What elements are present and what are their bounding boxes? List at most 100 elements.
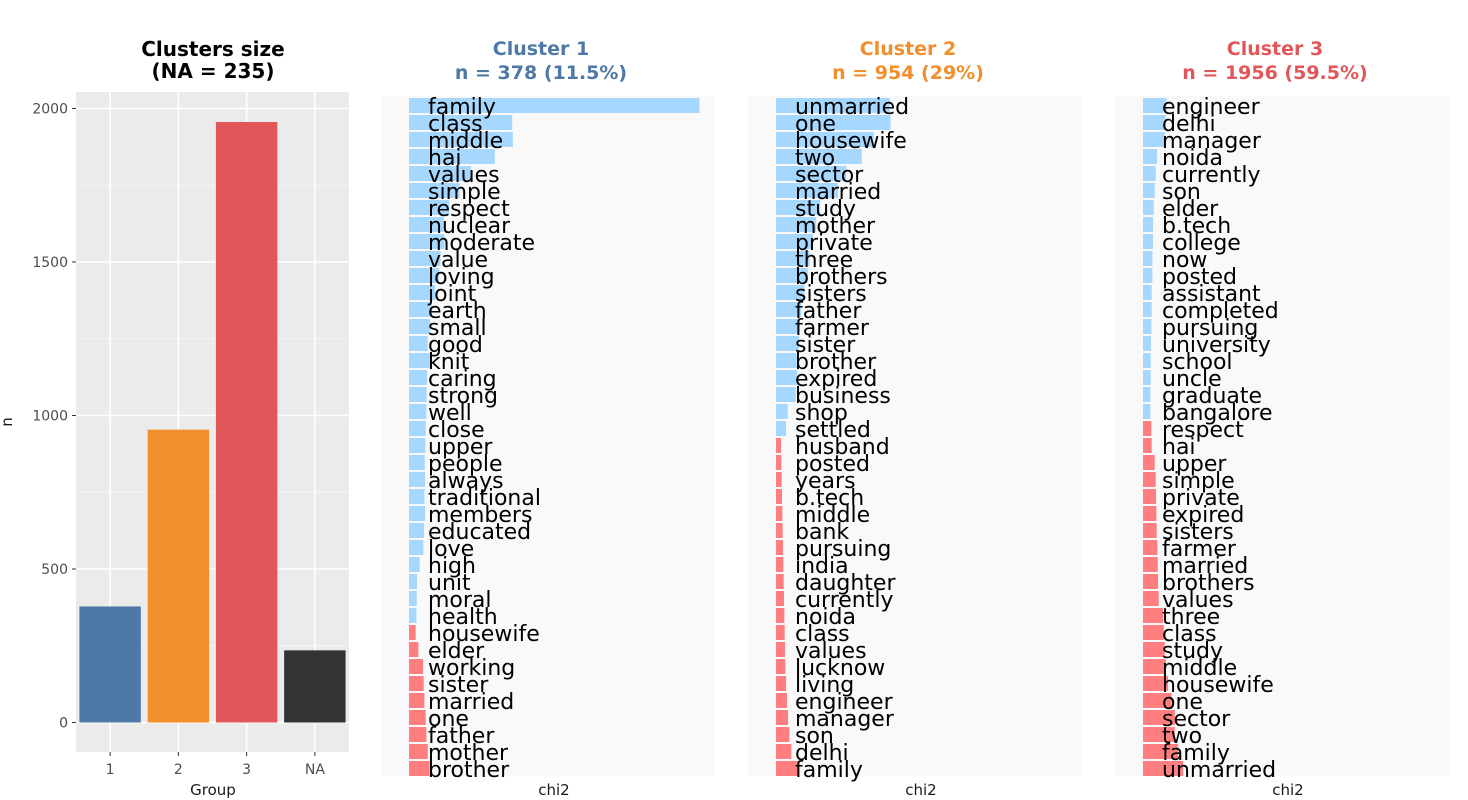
chi2-bar-simple (409, 183, 460, 198)
word-label-college: college (1162, 231, 1241, 256)
word-label-family: family (1162, 741, 1230, 766)
cluster-2-panel: Cluster 2 n = 954 (29%) unmarriedonehous… (748, 38, 1082, 799)
chi2-bar-nuclear (409, 217, 444, 232)
chi2-bar-unmarried (776, 98, 890, 113)
word-label-bangalore: bangalore (1162, 401, 1273, 426)
chi2-bar-noida (1143, 149, 1158, 164)
word-label-posted: posted (1162, 265, 1237, 290)
chi2-bar-b.tech (776, 489, 783, 504)
chi2-bar-study (776, 200, 821, 215)
word-label-married: married (1162, 554, 1248, 579)
word-label-upper: upper (1162, 452, 1227, 477)
chi2-bar-father (409, 727, 427, 742)
word-label-working: working (428, 656, 515, 681)
word-label-small: small (428, 316, 487, 341)
x-tick-label: 2 (174, 762, 183, 778)
word-label-father: father (428, 724, 495, 749)
word-label-assistant: assistant (1162, 282, 1261, 307)
word-label-son: son (1162, 180, 1201, 205)
word-label-expired: expired (1162, 503, 1244, 528)
cluster-3-bars (1143, 98, 1184, 776)
word-label-family: family (428, 95, 496, 120)
chi2-bar-brothers (1143, 574, 1159, 589)
chi2-bar-moderate (409, 234, 445, 249)
word-label-pursuing: pursuing (795, 537, 891, 562)
word-label-values: values (428, 163, 500, 188)
chi2-bar-values (776, 642, 786, 657)
cluster-1-x-axis-label: chi2 (538, 781, 569, 799)
word-label-values: values (795, 639, 867, 664)
word-label-middle: middle (428, 129, 503, 154)
bar-group-2 (147, 429, 210, 723)
word-label-study: study (1162, 639, 1223, 664)
chi2-bar-years (776, 472, 782, 487)
cluster-size-panel: Clusters size (NA = 235) 0 500 1000 1500 200… (0, 37, 349, 799)
word-label-high: high (428, 554, 476, 579)
chi2-bar-mother (776, 217, 817, 232)
chi2-bar-values (409, 166, 471, 181)
word-label-hai: hai (428, 146, 462, 171)
cluster-2-title: Cluster 2 (860, 38, 956, 60)
chi2-bar-posted (776, 455, 782, 470)
chi2-bar-delhi (1143, 115, 1166, 130)
word-label-business: business (795, 384, 891, 409)
chi2-bar-engineer (776, 693, 788, 708)
chi2-bar-class (1143, 625, 1164, 640)
cluster-3-plot-background (1115, 96, 1449, 776)
chi2-bar-middle (1143, 659, 1166, 674)
word-label-engineer: engineer (795, 690, 894, 715)
word-label-middle: middle (1162, 656, 1237, 681)
word-label-brothers: brothers (1162, 571, 1255, 596)
word-label-daughter: daughter (795, 571, 896, 596)
word-label-india: india (795, 554, 849, 579)
y-tick-label: 0 (59, 716, 68, 732)
cluster-size-title: Clusters size (141, 37, 285, 61)
word-label-husband: husband (795, 435, 890, 460)
word-label-manager: manager (1162, 129, 1262, 154)
word-label-earth: earth (428, 299, 487, 324)
word-label-settled: settled (795, 418, 871, 443)
cluster-1-title: Cluster 1 (493, 38, 589, 60)
y-tick-label: 1000 (32, 409, 68, 425)
cluster-3-panel: Cluster 3 n = 1956 (59.5%) engineerdelhi… (1115, 38, 1449, 799)
chi2-bar-farmer (1143, 540, 1158, 555)
word-label-simple: simple (428, 180, 501, 205)
chi2-bar-hai (409, 149, 495, 164)
word-label-three: three (795, 248, 853, 273)
word-label-family: family (795, 758, 863, 783)
chi2-bar-son (1143, 183, 1155, 198)
word-label-mother: mother (795, 214, 876, 239)
word-label-shop: shop (795, 401, 848, 426)
chi2-bar-private (1143, 489, 1157, 504)
chi2-bar-manager (776, 710, 789, 725)
cluster-size-y-axis-label: n (0, 417, 16, 427)
word-label-two: two (1162, 724, 1202, 749)
chi2-bar-upper (1143, 455, 1155, 470)
chi2-bar-joint (409, 285, 436, 300)
chi2-bar-son (776, 727, 790, 742)
word-label-nuclear: nuclear (428, 214, 511, 239)
word-label-noida: noida (1162, 146, 1223, 171)
chi2-bar-pursuing (776, 540, 784, 555)
word-label-knit: knit (428, 350, 470, 375)
word-label-married: married (428, 690, 514, 715)
word-label-sector: sector (1162, 707, 1231, 732)
chi2-bar-college (1143, 234, 1154, 249)
chi2-bar-three (1143, 608, 1164, 623)
chi2-bar-one (776, 115, 891, 130)
cluster-1-subtitle: n = 378 (11.5%) (455, 62, 627, 84)
word-label-unit: unit (428, 571, 471, 596)
chi2-bar-middle (776, 506, 783, 521)
word-label-well: well (428, 401, 472, 426)
chi2-bar-expired (776, 370, 798, 385)
y-tick-label: 1500 (32, 255, 68, 271)
chi2-bar-members (409, 506, 426, 521)
word-label-farmer: farmer (795, 316, 870, 341)
word-label-class: class (795, 622, 850, 647)
chi2-bar-daughter (776, 574, 784, 589)
y-tick-label: 500 (41, 562, 68, 578)
chi2-bar-values (1143, 591, 1159, 606)
chi2-bar-good (409, 336, 428, 351)
cluster-3-subtitle: n = 1956 (59.5%) (1182, 62, 1367, 84)
word-label-father: father (795, 299, 862, 324)
